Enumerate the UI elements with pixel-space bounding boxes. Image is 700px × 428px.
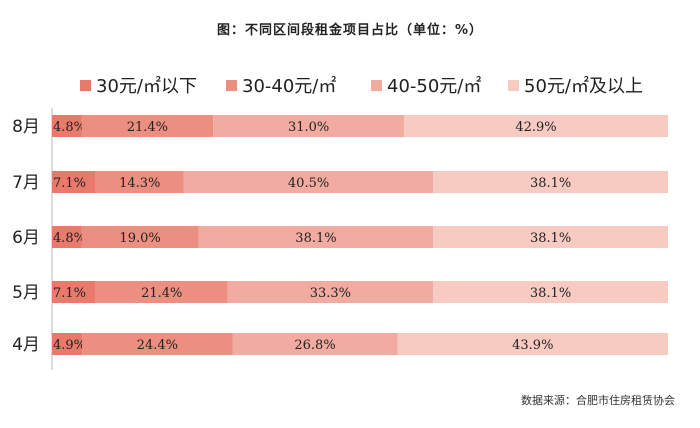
bar-segment: [433, 226, 668, 248]
data-label: 38.1%: [530, 231, 571, 246]
bar-segment: [232, 333, 398, 355]
source-note: 数据来源：合肥市住房租赁协会: [521, 393, 675, 407]
bar-segment: [52, 333, 83, 355]
category-label: 8月: [12, 117, 40, 137]
bar-segment: [433, 281, 668, 303]
data-label: 26.8%: [294, 338, 335, 353]
bar-segment: [198, 226, 434, 248]
bar-segment: [227, 281, 434, 303]
category-label: 7月: [12, 173, 40, 193]
bar-segment: [95, 171, 184, 193]
bar-segment: [52, 281, 96, 303]
bar-segment: [52, 115, 82, 137]
category-label: 5月: [12, 283, 40, 303]
data-label: 7.1%: [53, 286, 86, 301]
legend: 30元/㎡以下 30-40元/㎡ 40-50元/㎡ 50元/㎡及以上: [80, 75, 643, 97]
data-label: 21.4%: [141, 286, 182, 301]
legend-swatch: [508, 80, 519, 91]
legend-label: 50元/㎡及以上: [524, 75, 643, 97]
bars: 8月 4.8% 21.4% 31.0% 42.9% 7月 7.1% 14.3% 40.5% 38.…: [12, 115, 668, 355]
data-label: 31.0%: [288, 120, 329, 135]
legend-swatch: [226, 80, 237, 91]
category-label: 4月: [12, 335, 40, 355]
bar-segment: [82, 333, 233, 355]
data-label: 40.5%: [288, 176, 329, 191]
data-label: 38.1%: [530, 176, 571, 191]
data-label: 38.1%: [530, 286, 571, 301]
data-label: 33.3%: [310, 286, 351, 301]
data-label: 21.4%: [127, 120, 168, 135]
bar-segment: [404, 115, 668, 137]
chart-title: 图：不同区间段租金项目占比（单位：%）: [217, 22, 483, 38]
data-label: 7.1%: [53, 176, 86, 191]
bar-segment: [81, 226, 199, 248]
legend-swatch: [371, 80, 382, 91]
bar-segment: [433, 171, 668, 193]
data-label: 4.9%: [53, 338, 86, 353]
bar-segment: [183, 171, 434, 193]
legend-label: 30-40元/㎡: [242, 75, 336, 97]
data-label: 43.9%: [512, 338, 553, 353]
bar-segment: [52, 171, 96, 193]
legend-label: 40-50元/㎡: [387, 75, 481, 97]
bar-segment: [397, 333, 668, 355]
data-label: 42.9%: [515, 120, 556, 135]
legend-swatch: [80, 80, 91, 91]
data-label: 19.0%: [119, 231, 160, 246]
data-label: 14.3%: [119, 176, 160, 191]
category-label: 6月: [12, 228, 40, 248]
bar-segment: [213, 115, 404, 137]
data-label: 4.8%: [53, 120, 86, 135]
bar-segment: [95, 281, 228, 303]
bar-segment: [52, 226, 82, 248]
data-label: 24.4%: [137, 338, 178, 353]
bar-segment: [81, 115, 214, 137]
data-label: 4.8%: [53, 231, 86, 246]
data-label: 38.1%: [295, 231, 336, 246]
legend-label: 30元/㎡以下: [96, 75, 197, 97]
